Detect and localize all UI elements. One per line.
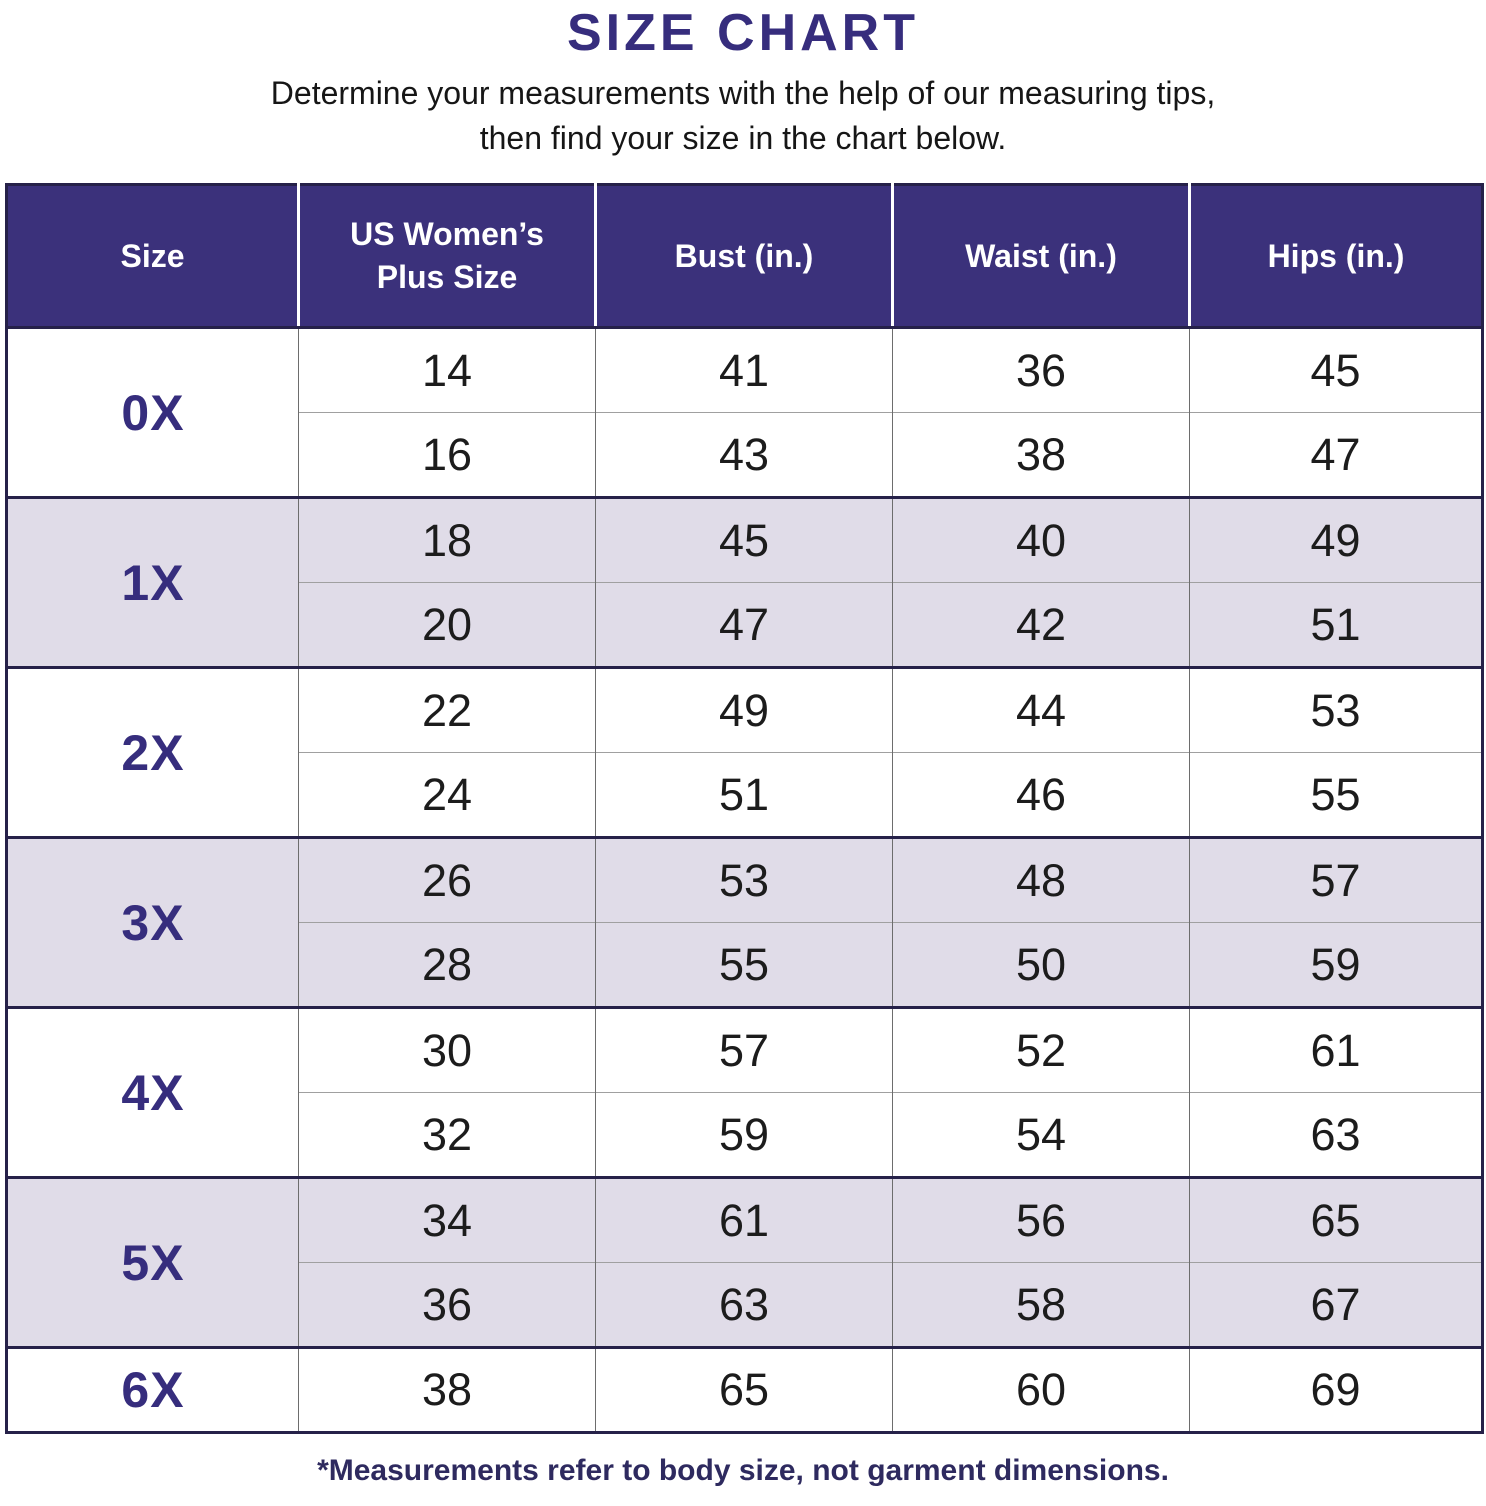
bust-value: 45 [595, 496, 893, 583]
bust-value: 43 [595, 412, 893, 498]
waist-value: 58 [892, 1262, 1190, 1348]
waist-value: 48 [892, 836, 1190, 923]
table-header: Size US Women’s Plus Size Bust (in.) Waist … [6, 184, 1483, 330]
hips-value: 47 [1189, 412, 1483, 498]
table-row: 6X 38 65 60 69 [6, 1346, 1483, 1433]
page-subtitle: Determine your measurements with the hel… [0, 71, 1486, 162]
hips-value: 65 [1189, 1176, 1483, 1263]
waist-value: 46 [892, 752, 1190, 838]
subtitle-line-2: then find your size in the chart below. [479, 120, 1007, 157]
us-plus-size-value: 36 [298, 1262, 596, 1348]
us-plus-size-value: 28 [298, 922, 596, 1008]
us-plus-size-value: 26 [298, 836, 596, 923]
table-row: 4X 30 57 52 61 [6, 1006, 1483, 1178]
size-chart-table: Size US Women’s Plus Size Bust (in.) Waist … [5, 183, 1484, 1435]
bust-value: 51 [595, 752, 893, 838]
size-group-label: 3X [6, 836, 299, 1008]
subtitle-line-1: Determine your measurements with the hel… [270, 74, 1216, 111]
table-body: 0X 14 41 36 45 16 43 38 47 1X 18 45 40 49 20 47 42 51 2X 22… [6, 326, 1483, 1433]
table-row: 28 55 50 59 [7, 922, 1483, 1008]
table-row: 20 47 42 51 [7, 582, 1483, 668]
footnote: *Measurements refer to body size, not ga… [317, 1454, 1169, 1488]
us-plus-size-value: 38 [298, 1346, 596, 1433]
table-row: 1X 18 45 40 49 [6, 496, 1483, 668]
waist-value: 36 [892, 326, 1190, 413]
size-group-label: 0X [6, 326, 299, 498]
hips-value: 49 [1189, 496, 1483, 583]
page-title: SIZE CHART [567, 4, 919, 62]
bust-value: 59 [595, 1092, 893, 1178]
bust-value: 47 [595, 582, 893, 668]
waist-value: 60 [892, 1346, 1190, 1433]
table-row: 36 63 58 67 [7, 1262, 1483, 1348]
us-plus-size-value: 24 [298, 752, 596, 838]
table-row: 32 59 54 63 [7, 1092, 1483, 1178]
us-plus-size-value: 18 [298, 496, 596, 583]
bust-value: 65 [595, 1346, 893, 1433]
bust-value: 55 [595, 922, 893, 1008]
us-plus-size-value: 20 [298, 582, 596, 668]
waist-value: 56 [892, 1176, 1190, 1263]
table-row: 0X 14 41 36 45 [6, 326, 1483, 498]
table-row: 16 43 38 47 [7, 412, 1483, 498]
bust-value: 61 [595, 1176, 893, 1263]
hips-value: 57 [1189, 836, 1483, 923]
table-header-row: Size US Women’s Plus Size Bust (in.) Waist … [6, 184, 1483, 330]
us-plus-size-value: 22 [298, 666, 596, 753]
waist-value: 50 [892, 922, 1190, 1008]
table-row: 2X 22 49 44 53 [6, 666, 1483, 838]
us-plus-size-value: 16 [298, 412, 596, 498]
hips-value: 55 [1189, 752, 1483, 838]
hips-value: 51 [1189, 582, 1483, 668]
size-group-label: 5X [6, 1176, 299, 1348]
hips-value: 67 [1189, 1262, 1483, 1348]
column-header-us-plus-size: US Women’s Plus Size [298, 184, 597, 330]
us-plus-size-value: 32 [298, 1092, 596, 1178]
column-header-waist: Waist (in.) [892, 184, 1191, 330]
size-group-label: 4X [6, 1006, 299, 1178]
size-group-label: 6X [6, 1346, 299, 1433]
waist-value: 52 [892, 1006, 1190, 1093]
bust-value: 41 [595, 326, 893, 413]
size-chart-page: SIZE CHART Determine your measurements w… [0, 6, 1486, 1506]
size-group-label: 1X [6, 496, 299, 668]
hips-value: 45 [1189, 326, 1483, 413]
waist-value: 38 [892, 412, 1190, 498]
waist-value: 54 [892, 1092, 1190, 1178]
table-row: 3X 26 53 48 57 [6, 836, 1483, 1008]
hips-value: 69 [1189, 1346, 1483, 1433]
column-header-bust: Bust (in.) [595, 184, 894, 330]
us-plus-size-value: 14 [298, 326, 596, 413]
bust-value: 63 [595, 1262, 893, 1348]
size-group-label: 2X [6, 666, 299, 838]
us-plus-size-value: 34 [298, 1176, 596, 1263]
waist-value: 44 [892, 666, 1190, 753]
hips-value: 59 [1189, 922, 1483, 1008]
bust-value: 57 [595, 1006, 893, 1093]
hips-value: 53 [1189, 666, 1483, 753]
column-header-hips: Hips (in.) [1189, 184, 1483, 330]
table-row: 5X 34 61 56 65 [6, 1176, 1483, 1348]
hips-value: 61 [1189, 1006, 1483, 1093]
bust-value: 53 [595, 836, 893, 923]
waist-value: 40 [892, 496, 1190, 583]
hips-value: 63 [1189, 1092, 1483, 1178]
us-plus-size-value: 30 [298, 1006, 596, 1093]
bust-value: 49 [595, 666, 893, 753]
column-header-size: Size [6, 184, 300, 330]
table-row: 24 51 46 55 [7, 752, 1483, 838]
waist-value: 42 [892, 582, 1190, 668]
